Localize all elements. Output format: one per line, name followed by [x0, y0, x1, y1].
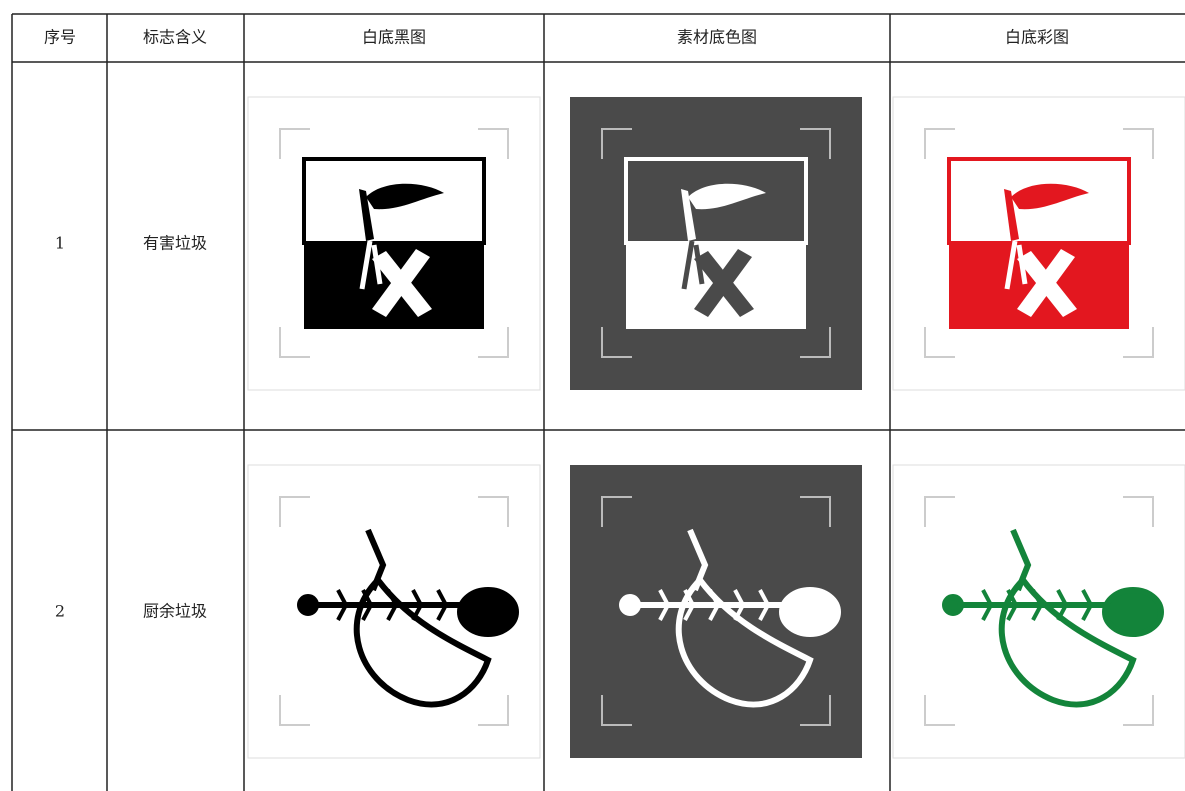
header-cell: 白底黑图	[362, 28, 426, 47]
corner-bracket	[924, 695, 955, 726]
rib	[758, 589, 771, 621]
cross-b	[1017, 249, 1075, 317]
rib	[436, 589, 449, 621]
corner-bracket	[924, 327, 955, 358]
fish-symbol	[619, 528, 841, 708]
corner-bracket	[279, 327, 310, 358]
fruit-outline	[998, 575, 1137, 708]
rib	[386, 589, 399, 621]
fruit-outline	[675, 575, 814, 708]
leaf	[366, 183, 444, 210]
rib	[1056, 589, 1069, 621]
hazardous-waste-icon	[892, 96, 1185, 391]
rib	[361, 589, 374, 621]
cross-b	[694, 249, 752, 317]
corner-bracket	[800, 496, 831, 527]
corner-bracket	[478, 128, 509, 159]
rib	[1081, 589, 1094, 621]
kitchen-waste-icon	[247, 464, 541, 759]
symbol-top	[947, 157, 1131, 245]
rib	[1006, 589, 1019, 621]
rib	[733, 589, 746, 621]
fish-head	[1102, 587, 1164, 637]
stem	[1004, 189, 1019, 241]
header-cell: 标志含义	[143, 28, 207, 47]
rib	[981, 589, 994, 621]
stem	[681, 189, 696, 241]
corner-bracket	[478, 695, 509, 726]
header-cell: 素材底色图	[677, 28, 757, 47]
corner-bracket	[279, 695, 310, 726]
corner-bracket	[1123, 695, 1154, 726]
corner-bracket	[601, 128, 632, 159]
hazard-symbol	[302, 157, 486, 329]
fish-head	[779, 587, 841, 637]
root	[359, 240, 383, 290]
header-cell: 白底彩图	[1005, 28, 1069, 47]
corner-bracket	[1123, 327, 1154, 358]
tail	[942, 594, 964, 616]
hazardous-waste-icon	[247, 96, 541, 391]
kitchen-waste-icon	[570, 465, 862, 758]
rib	[411, 589, 424, 621]
rib	[708, 589, 721, 621]
corner-bracket	[1123, 496, 1154, 527]
corner-bracket	[924, 496, 955, 527]
corner-bracket	[924, 128, 955, 159]
fish-symbol	[942, 528, 1164, 708]
row-number: 1	[55, 234, 65, 253]
rib	[658, 589, 671, 621]
corner-bracket	[601, 695, 632, 726]
grid	[11, 13, 1185, 791]
tail	[297, 594, 319, 616]
fish-symbol	[297, 528, 519, 708]
rib	[1031, 589, 1044, 621]
corner-bracket	[478, 496, 509, 527]
sign-meaning: 有害垃圾	[143, 234, 207, 253]
fish-head	[457, 587, 519, 637]
corner-bracket	[601, 327, 632, 358]
header-cell: 序号	[44, 28, 76, 47]
row-number: 2	[55, 602, 65, 621]
corner-bracket	[800, 128, 831, 159]
rib	[683, 589, 696, 621]
corner-bracket	[800, 695, 831, 726]
stalk	[365, 528, 387, 592]
corner-bracket	[279, 128, 310, 159]
corner-bracket	[1123, 128, 1154, 159]
root	[681, 240, 705, 290]
cross-b	[372, 249, 430, 317]
stalk	[687, 528, 709, 592]
sign-meaning: 厨余垃圾	[143, 602, 207, 621]
kitchen-waste-icon	[892, 464, 1185, 759]
stem	[359, 189, 374, 241]
leaf	[1011, 183, 1089, 210]
fruit-outline	[353, 575, 492, 708]
hazardous-waste-icon	[570, 97, 862, 390]
root	[1004, 240, 1028, 290]
stalk	[1010, 528, 1032, 592]
corner-bracket	[601, 496, 632, 527]
corner-bracket	[279, 496, 310, 527]
tail	[619, 594, 641, 616]
corner-bracket	[478, 327, 509, 358]
hazard-symbol	[624, 157, 808, 329]
rib	[336, 589, 349, 621]
leaf	[688, 183, 766, 210]
hazard-symbol	[947, 157, 1131, 329]
corner-bracket	[800, 327, 831, 358]
panels	[247, 96, 1185, 759]
